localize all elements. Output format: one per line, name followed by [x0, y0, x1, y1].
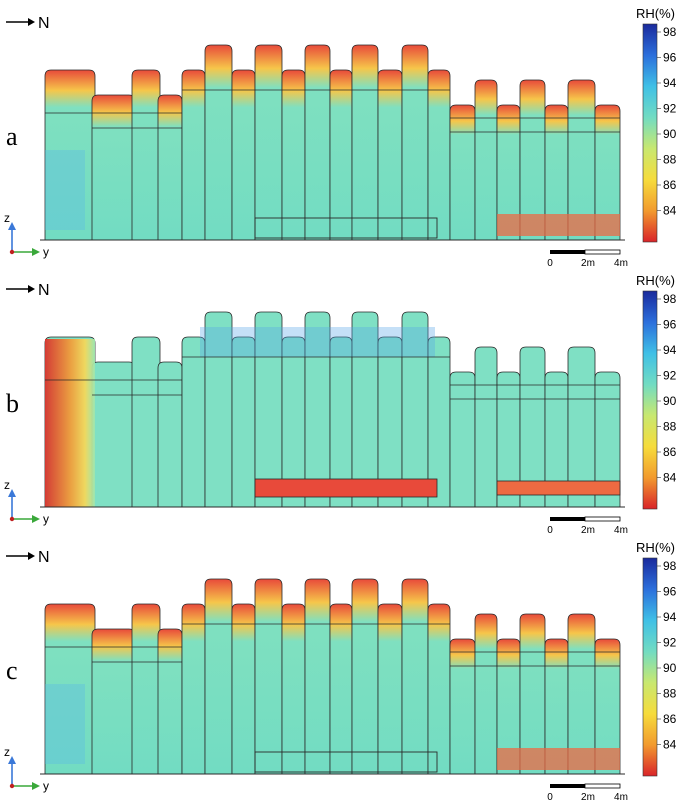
building-b	[40, 311, 625, 508]
colorbar-title: RH(%)	[636, 6, 675, 21]
building-c	[40, 578, 625, 775]
colorbar-tick: 96	[663, 51, 677, 65]
colorbar-title: RH(%)	[636, 273, 675, 288]
colorbar-tick: 96	[663, 318, 677, 332]
panel-label: a	[6, 122, 18, 151]
colorbar-tick: 86	[663, 445, 677, 459]
panel-a-svg: Na z y 0 2m 4m RH(%) 98 96 94 92 90 88 86 84	[4, 6, 677, 267]
colorbar-tick: 96	[663, 585, 677, 599]
panel-c-svg: Nc z y 0 2m 4m RH(%) 98 96 94 92 90 88 86 84	[4, 540, 677, 801]
colorbar-tick: 84	[663, 204, 677, 218]
axis-y-label: y	[43, 245, 49, 259]
colorbar	[642, 23, 658, 243]
colorbar-tick: 84	[663, 738, 677, 752]
north-label: N	[38, 549, 50, 566]
colorbar-tick: 98	[663, 292, 677, 306]
axis-y-label: y	[43, 779, 49, 793]
colorbar-tick: 98	[663, 559, 677, 573]
colorbar-tick: 92	[663, 636, 677, 650]
colorbar-title: RH(%)	[636, 540, 675, 555]
colorbar-tick: 86	[663, 178, 677, 192]
scalebar-tick: 2m	[581, 792, 595, 801]
colorbar-tick: 88	[663, 687, 677, 701]
colorbar-tick: 90	[663, 127, 677, 141]
north-label: N	[38, 282, 50, 299]
scalebar-tick: 4m	[614, 792, 628, 801]
colorbar-tick: 88	[663, 420, 677, 434]
scalebar-tick: 4m	[614, 258, 628, 267]
colorbar-tick: 90	[663, 394, 677, 408]
colorbar-tick: 86	[663, 712, 677, 726]
building-a	[40, 44, 625, 241]
panel-label: b	[6, 389, 19, 418]
axis-z-label: z	[4, 211, 10, 225]
north-label: N	[38, 15, 50, 32]
colorbar-tick: 98	[663, 25, 677, 39]
colorbar-tick: 92	[663, 102, 677, 116]
scalebar-tick: 0	[547, 525, 553, 534]
colorbar-tick: 92	[663, 369, 677, 383]
colorbar-tick: 94	[663, 610, 677, 624]
panel-label: c	[6, 656, 18, 685]
scalebar-tick: 2m	[581, 525, 595, 534]
axis-y-label: y	[43, 512, 49, 526]
colorbar-tick: 90	[663, 661, 677, 675]
scalebar-tick: 2m	[581, 258, 595, 267]
panel-b-svg: Nb z y 0 2m 4m RH(%) 98 96 94 92 90 88 86 84	[4, 273, 677, 534]
scalebar-tick: 0	[547, 258, 553, 267]
colorbar	[642, 290, 658, 510]
colorbar	[642, 557, 658, 777]
colorbar-tick: 84	[663, 471, 677, 485]
scalebar-tick: 0	[547, 792, 553, 801]
colorbar-tick: 94	[663, 343, 677, 357]
axis-z-label: z	[4, 478, 10, 492]
colorbar-tick: 88	[663, 153, 677, 167]
axis-z-label: z	[4, 745, 10, 759]
colorbar-tick: 94	[663, 76, 677, 90]
scalebar-tick: 4m	[614, 525, 628, 534]
